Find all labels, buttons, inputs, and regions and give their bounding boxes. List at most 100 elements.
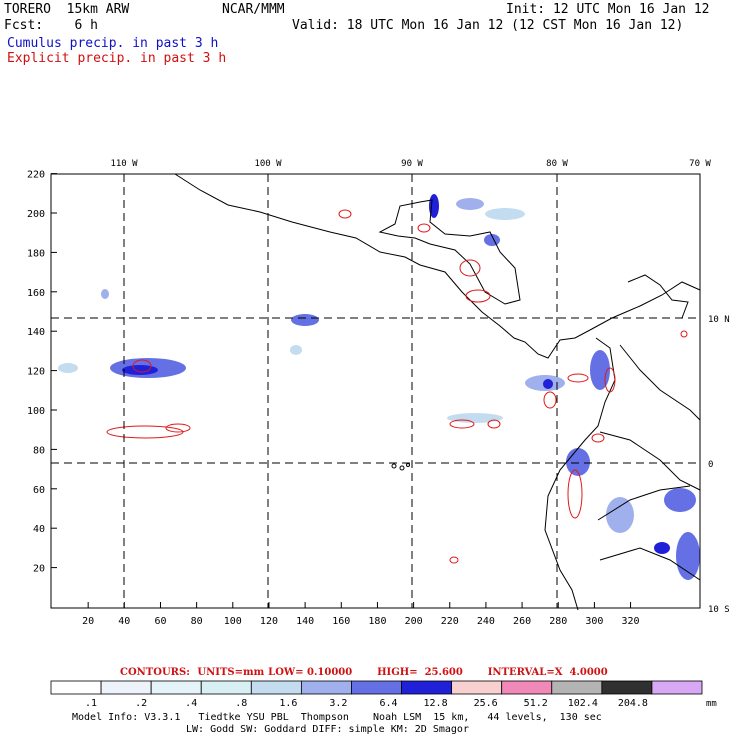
- lat-label: 10 N: [708, 315, 730, 325]
- colorbar-swatch: [601, 680, 653, 695]
- y-tick-label: 100: [27, 406, 45, 417]
- cumulus-blob: [447, 413, 503, 423]
- x-tick-label: 40: [118, 616, 130, 627]
- x-tick-label: 200: [405, 616, 423, 627]
- explicit-precip-contours: [106, 209, 688, 564]
- x-tick-label: 60: [154, 616, 166, 627]
- coast-line-peru: [599, 547, 701, 581]
- lon-label: 100 W: [254, 159, 282, 169]
- axis-ticks: [51, 173, 632, 608]
- precip-shading: [58, 194, 700, 580]
- axis-labels: 20 40 60 80 100 120 140 160 180 200 220 240 260 280 30…: [27, 159, 730, 627]
- cumulus-blob: [58, 363, 78, 373]
- contour-ring: [449, 419, 475, 429]
- cumulus-blob: [543, 379, 553, 389]
- contour-ring: [417, 223, 431, 233]
- x-tick-label: 160: [332, 616, 350, 627]
- colorbar-level: 3.2: [329, 698, 347, 709]
- center-name: NCAR/MMM: [222, 2, 285, 17]
- y-tick-label: 80: [33, 445, 45, 456]
- lat-label: 10 S: [708, 605, 730, 615]
- x-tick-label: 300: [585, 616, 603, 627]
- y-tick-label: 200: [27, 209, 45, 220]
- x-tick-label: 120: [260, 616, 278, 627]
- colorbar-level: .1: [85, 698, 97, 709]
- cumulus-blob: [676, 532, 700, 580]
- x-tick-label: 100: [224, 616, 242, 627]
- coast-line-pacific-caribbean: [174, 173, 701, 359]
- cumulus-blob: [606, 497, 634, 533]
- contour-ring: [338, 209, 352, 219]
- forecast-hour: Fcst: 6 h: [4, 18, 98, 33]
- lon-label: 80 W: [546, 159, 568, 169]
- contour-ring: [449, 556, 459, 564]
- contours-legend: CONTOURS: UNITS=mm LOW= 0.10000 HIGH= 25.…: [120, 667, 612, 678]
- model-info-line2: LW: Godd SW: Goddard DIFF: simple KM: 2D…: [186, 724, 469, 735]
- contours-interval: INTERVAL=X 4.0000: [487, 667, 608, 678]
- cumulus-blob: [456, 198, 484, 210]
- y-tick-label: 160: [27, 288, 45, 299]
- coast-line-venezuela: [619, 344, 701, 421]
- contour-ring: [487, 419, 501, 429]
- cumulus-blob: [664, 488, 696, 512]
- colorbar-level: 6.4: [379, 698, 397, 709]
- x-tick-label: 280: [549, 616, 567, 627]
- coast-line-amazon: [597, 485, 691, 521]
- colorbar-swatch: [351, 680, 402, 695]
- galapagos-island: [406, 463, 410, 467]
- coastlines: [174, 173, 701, 611]
- x-tick-label: 220: [441, 616, 459, 627]
- colorbar-swatch: [100, 680, 152, 695]
- model-info: Model Info: V3.3.1 Tiedtke YSU PBL Thomp…: [72, 712, 602, 736]
- map-frame: [50, 173, 701, 609]
- contour-ring: [465, 289, 491, 303]
- cumulus-blob-core: [122, 365, 158, 375]
- colorbar-swatch: [300, 680, 352, 695]
- colorbar-level: 1.6: [279, 698, 297, 709]
- x-tick-label: 140: [296, 616, 314, 627]
- cumulus-blob: [485, 208, 525, 220]
- colorbar-level: 204.8: [618, 698, 648, 709]
- y-tick-label: 20: [33, 564, 45, 575]
- explicit-precip-label: Explicit precip. in past 3 h: [7, 51, 227, 66]
- lon-label: 90 W: [401, 159, 423, 169]
- colorbar-swatch: [250, 680, 302, 695]
- y-tick-label: 60: [33, 485, 45, 496]
- contour-ring: [543, 391, 557, 409]
- colorbar-level: .2: [135, 698, 147, 709]
- x-tick-label: 320: [622, 616, 640, 627]
- lon-label: 70 W: [689, 159, 711, 169]
- y-tick-label: 180: [27, 248, 45, 259]
- init-time: Init: 12 UTC Mon 16 Jan 12: [506, 2, 710, 17]
- x-tick-label: 260: [513, 616, 531, 627]
- colorbar-swatch: [401, 680, 453, 695]
- valid-time: Valid: 18 UTC Mon 16 Jan 12 (12 CST Mon …: [292, 18, 684, 33]
- y-tick-label: 220: [27, 170, 45, 181]
- colorbar-swatch: [50, 680, 102, 695]
- contour-ring: [132, 359, 152, 373]
- contour-ring: [567, 469, 583, 519]
- coast-line-central-america: [378, 199, 521, 305]
- graticule: [51, 174, 700, 608]
- contours-label: CONTOURS:: [120, 667, 190, 678]
- colorbar-unit: mm: [706, 699, 717, 709]
- galapagos-island: [399, 465, 405, 471]
- contour-ring: [459, 259, 481, 277]
- contours-high: HIGH= 25.600: [377, 667, 463, 678]
- cumulus-blob: [654, 542, 670, 554]
- y-tick-label: 120: [27, 367, 45, 378]
- colorbar-level: 12.8: [424, 698, 448, 709]
- coast-line-andes: [599, 431, 701, 491]
- contour-ring: [567, 373, 589, 383]
- x-tick-label: 80: [191, 616, 203, 627]
- lon-label: 110 W: [110, 159, 138, 169]
- galapagos-island: [391, 463, 397, 469]
- colorbar-level: 51.2: [524, 698, 548, 709]
- colorbar-swatch: [150, 680, 202, 695]
- colorbar-level: .4: [185, 698, 197, 709]
- y-tick-label: 140: [27, 327, 45, 338]
- colorbar-swatch: [551, 680, 603, 695]
- contour-ring: [604, 367, 616, 393]
- colorbar-swatch: [200, 680, 252, 695]
